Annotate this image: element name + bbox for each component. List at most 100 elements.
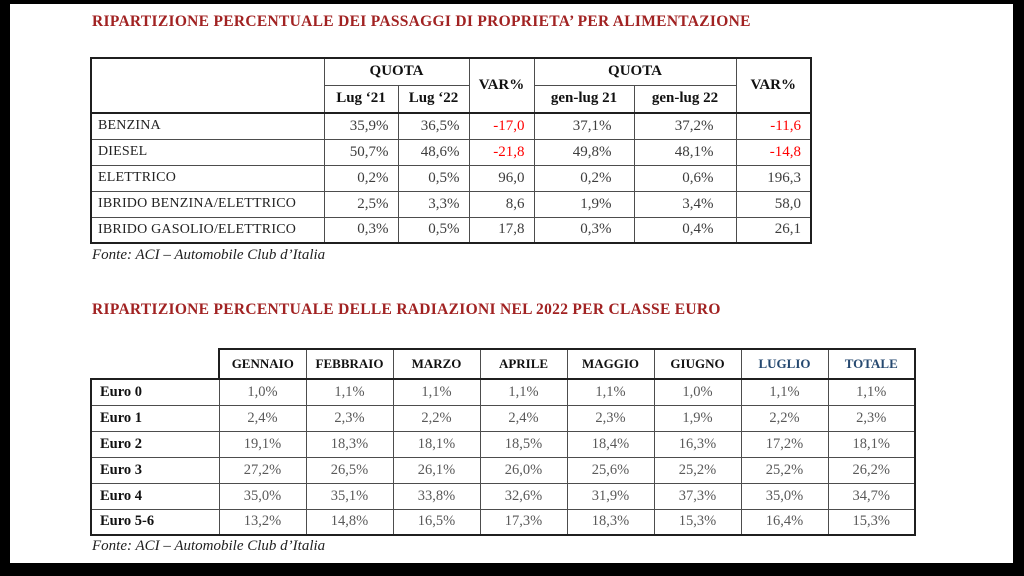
table-cell: 0,3% (533, 216, 635, 244)
table-cell: 1,1% (392, 378, 481, 406)
row-label: IBRIDO BENZINA/ELETTRICO (90, 190, 325, 218)
table-cell: 50,7% (323, 138, 399, 166)
row-label: Euro 2 (90, 430, 220, 458)
table-cell: 26,0% (479, 456, 568, 484)
table-cell: 35,1% (305, 482, 394, 510)
table-cell: 26,5% (305, 456, 394, 484)
table-cell: 18,1% (827, 430, 916, 458)
column-header: QUOTA (323, 57, 470, 86)
table-cell: 1,9% (653, 404, 742, 432)
column-header: Lug ‘22 (397, 84, 470, 114)
table-cell: 18,5% (479, 430, 568, 458)
table-cell: 0,4% (633, 216, 737, 244)
euro-class-table: GENNAIO FEBBRAIO MARZO APRILE MAGGIO GIU… (90, 348, 916, 536)
row-label: DIESEL (90, 138, 325, 166)
column-header-highlighted: LUGLIO (740, 348, 829, 380)
table-row: IBRIDO BENZINA/ELETTRICO 2,5% 3,3% 8,6 1… (90, 190, 812, 218)
table-cell: 18,4% (566, 430, 655, 458)
table-cell: 1,0% (218, 378, 307, 406)
table-cell: 15,3% (827, 508, 916, 536)
section2-title: RIPARTIZIONE PERCENTUALE DELLE RADIAZION… (92, 301, 721, 318)
table-cell: 13,2% (218, 508, 307, 536)
table-cell: 1,1% (305, 378, 394, 406)
table-cell: 18,1% (392, 430, 481, 458)
table-row: ELETTRICO 0,2% 0,5% 96,0 0,2% 0,6% 196,3 (90, 164, 812, 192)
column-header: FEBBRAIO (305, 348, 394, 380)
table-cell: 33,8% (392, 482, 481, 510)
column-header: GIUGNO (653, 348, 742, 380)
table-row: IBRIDO GASOLIO/ELETTRICO 0,3% 0,5% 17,8 … (90, 216, 812, 244)
table-row: Euro 3 27,2% 26,5% 26,1% 26,0% 25,6% 25,… (90, 456, 916, 484)
row-label: Euro 5-6 (90, 508, 220, 536)
table-cell: 1,1% (827, 378, 916, 406)
table-cell: 0,2% (533, 164, 635, 192)
table-cell: 1,9% (533, 190, 635, 218)
table-cell: 32,6% (479, 482, 568, 510)
column-header: gen-lug 21 (533, 84, 635, 114)
table-cell: 2,3% (566, 404, 655, 432)
source-note: Fonte: ACI – Automobile Club d’Italia (92, 247, 326, 263)
table-cell: 58,0 (735, 190, 812, 218)
table-cell: 31,9% (566, 482, 655, 510)
table-cell: 36,5% (397, 112, 470, 140)
table-cell: 25,2% (740, 456, 829, 484)
column-header: VAR% (468, 57, 535, 114)
table-cell: 26,2% (827, 456, 916, 484)
table-cell: 34,7% (827, 482, 916, 510)
table-cell: 25,6% (566, 456, 655, 484)
table-cell: 48,1% (633, 138, 737, 166)
table-cell: 17,8 (468, 216, 535, 244)
table-cell: 17,2% (740, 430, 829, 458)
table-cell: 17,3% (479, 508, 568, 536)
row-label: ELETTRICO (90, 164, 325, 192)
column-header: VAR% (735, 57, 812, 114)
corner-cell (90, 57, 325, 114)
table-cell: 25,2% (653, 456, 742, 484)
table-header-row: GENNAIO FEBBRAIO MARZO APRILE MAGGIO GIU… (91, 348, 916, 380)
table-cell: 8,6 (468, 190, 535, 218)
table-subheader-row: Lug ‘21 Lug ‘22 gen-lug 21 gen-lug 22 (91, 84, 811, 114)
table-cell: 14,8% (305, 508, 394, 536)
table-cell: 3,4% (633, 190, 737, 218)
column-header: MARZO (392, 348, 481, 380)
table-cell: 35,9% (323, 112, 399, 140)
table-cell: 18,3% (305, 430, 394, 458)
table-cell: 15,3% (653, 508, 742, 536)
table-cell: 35,0% (218, 482, 307, 510)
table-cell: 37,3% (653, 482, 742, 510)
table-cell: 2,4% (218, 404, 307, 432)
row-label: IBRIDO GASOLIO/ELETTRICO (90, 216, 325, 244)
table-cell: 1,0% (653, 378, 742, 406)
table-row: BENZINA 35,9% 36,5% -17,0 37,1% 37,2% -1… (90, 112, 812, 140)
table-row: Euro 5-6 13,2% 14,8% 16,5% 17,3% 18,3% 1… (90, 508, 916, 536)
table-cell: 18,3% (566, 508, 655, 536)
table-cell: 3,3% (397, 190, 470, 218)
table-cell: -11,6 (735, 112, 812, 140)
row-label: Euro 4 (90, 482, 220, 510)
table-cell: 2,4% (479, 404, 568, 432)
table-cell: 0,5% (397, 216, 470, 244)
table-cell: 2,2% (392, 404, 481, 432)
table-row: Euro 4 35,0% 35,1% 33,8% 32,6% 31,9% 37,… (90, 482, 916, 510)
row-label: Euro 1 (90, 404, 220, 432)
table-cell: 48,6% (397, 138, 470, 166)
table-cell: 0,3% (323, 216, 399, 244)
table-cell: 37,1% (533, 112, 635, 140)
table-cell: 2,3% (305, 404, 394, 432)
table-cell: 26,1% (392, 456, 481, 484)
table-cell: -21,8 (468, 138, 535, 166)
table-cell: 16,3% (653, 430, 742, 458)
table-cell: 26,1 (735, 216, 812, 244)
table-cell: 2,3% (827, 404, 916, 432)
row-label: Euro 0 (90, 378, 220, 406)
section1-title: RIPARTIZIONE PERCENTUALE DEI PASSAGGI DI… (92, 13, 751, 30)
table-cell: 16,4% (740, 508, 829, 536)
table-cell: 196,3 (735, 164, 812, 192)
table-cell: 16,5% (392, 508, 481, 536)
fuel-type-table: QUOTA VAR% QUOTA VAR% Lug ‘21 Lug ‘22 ge… (90, 57, 812, 244)
table-row: DIESEL 50,7% 48,6% -21,8 49,8% 48,1% -14… (90, 138, 812, 166)
table-row: Euro 2 19,1% 18,3% 18,1% 18,5% 18,4% 16,… (90, 430, 916, 458)
table-cell: 35,0% (740, 482, 829, 510)
table-cell: 0,2% (323, 164, 399, 192)
table-cell: -17,0 (468, 112, 535, 140)
